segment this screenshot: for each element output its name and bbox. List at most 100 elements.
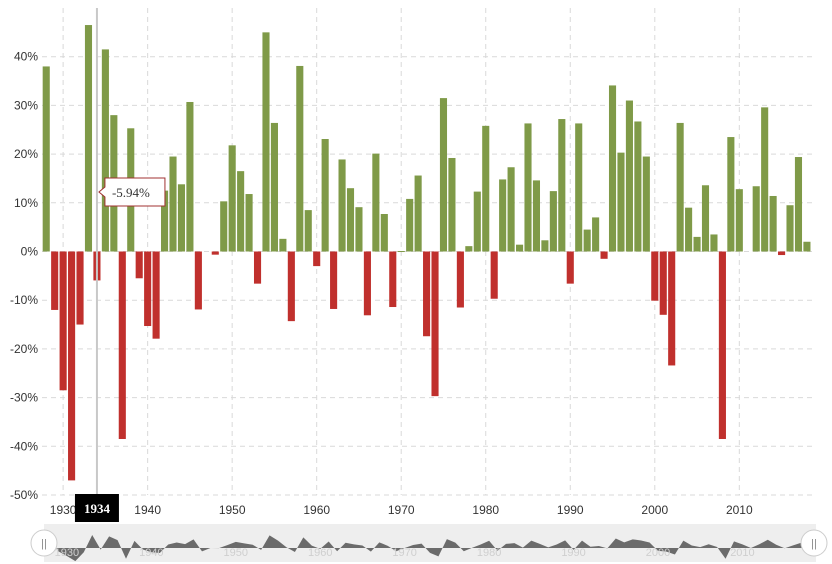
bar-1958[interactable]: [296, 65, 304, 252]
bar-1994[interactable]: [600, 251, 608, 259]
bar-1976[interactable]: [448, 157, 456, 252]
bar-1949[interactable]: [220, 201, 228, 252]
bar-2002[interactable]: [668, 251, 676, 366]
y-axis: -50% -40% -30% -20% -10% 0% 10% 20% 30% 40%: [10, 50, 38, 502]
bar-1944[interactable]: [177, 184, 186, 252]
bar-1989[interactable]: [558, 119, 566, 252]
bar-1955[interactable]: [270, 122, 278, 252]
y-tick-label: -30%: [10, 391, 38, 405]
bar-2012[interactable]: [752, 186, 760, 252]
bar-1963[interactable]: [338, 159, 346, 252]
navigator-tick-label: 1940: [139, 547, 163, 559]
bar-2017[interactable]: [794, 157, 803, 252]
bar-1993[interactable]: [592, 217, 600, 252]
bar-1957[interactable]: [287, 251, 295, 322]
bar-1998[interactable]: [634, 121, 642, 252]
bar-2001[interactable]: [659, 251, 667, 315]
bar-1977[interactable]: [456, 251, 464, 308]
bar-1978[interactable]: [465, 246, 473, 252]
bar-1940[interactable]: [144, 251, 152, 327]
bar-1984[interactable]: [516, 244, 524, 252]
bar-1933[interactable]: [84, 25, 93, 252]
bar-1991[interactable]: [575, 123, 583, 252]
bar-1953[interactable]: [253, 251, 262, 284]
bar-1969[interactable]: [389, 251, 397, 308]
bar-1943[interactable]: [169, 156, 177, 252]
bar-1956[interactable]: [279, 238, 287, 252]
bar-1960[interactable]: [313, 251, 321, 267]
bar-2009[interactable]: [727, 137, 735, 252]
bar-1982[interactable]: [499, 179, 507, 252]
bar-1942[interactable]: [161, 190, 169, 252]
bar-1931[interactable]: [68, 251, 76, 481]
bar-2014[interactable]: [769, 195, 777, 252]
bar-1962[interactable]: [330, 251, 338, 309]
bar-1966[interactable]: [363, 251, 371, 316]
bar-1986[interactable]: [532, 180, 541, 252]
bar-1932[interactable]: [76, 251, 84, 325]
bar-2016[interactable]: [786, 205, 794, 252]
bar-2006[interactable]: [701, 185, 710, 252]
bar-1992[interactable]: [583, 229, 591, 252]
navigator-tick-label: 2000: [646, 547, 670, 559]
bar-1968[interactable]: [380, 214, 388, 252]
bar-1973[interactable]: [423, 251, 431, 337]
bar-1945[interactable]: [186, 101, 194, 252]
bar-1972[interactable]: [414, 175, 422, 252]
bar-2010[interactable]: [735, 189, 743, 252]
bar-1970[interactable]: [397, 251, 405, 253]
bar-1981[interactable]: [490, 251, 498, 299]
bar-1964[interactable]: [346, 188, 355, 252]
bar-1983[interactable]: [507, 167, 515, 252]
bar-1979[interactable]: [473, 191, 481, 252]
bar-1996[interactable]: [617, 152, 625, 252]
bar-1999[interactable]: [642, 156, 650, 252]
navigator-right-handle[interactable]: ||: [800, 529, 828, 557]
x-tick-label: 1930: [50, 503, 77, 517]
bar-1997[interactable]: [625, 100, 633, 252]
bar-1937[interactable]: [118, 251, 126, 439]
bar-1946[interactable]: [194, 251, 202, 310]
bar-1951[interactable]: [237, 171, 245, 252]
bar-1961[interactable]: [321, 139, 329, 252]
bar-1935[interactable]: [101, 49, 109, 252]
bar-1950[interactable]: [228, 145, 236, 252]
bar-1954[interactable]: [262, 32, 270, 252]
x-tick-label: 1970: [388, 503, 415, 517]
tooltip-value: -5.94%: [112, 185, 150, 200]
bar-2003[interactable]: [676, 122, 684, 252]
bar-1965[interactable]: [355, 207, 363, 252]
bar-1987[interactable]: [541, 240, 549, 252]
bar-1985[interactable]: [524, 123, 532, 252]
bar-1967[interactable]: [372, 153, 380, 252]
bar-1930[interactable]: [59, 251, 67, 391]
bar-1939[interactable]: [135, 251, 143, 279]
navigator-left-handle[interactable]: ||: [30, 529, 58, 557]
bar-1990[interactable]: [566, 251, 574, 284]
bar-1974[interactable]: [431, 251, 439, 397]
bar-1941[interactable]: [152, 251, 160, 339]
bar-1928[interactable]: [42, 66, 50, 252]
bar-1952[interactable]: [245, 194, 253, 252]
bar-1980[interactable]: [482, 125, 490, 252]
crosshair-label: 1934: [74, 494, 119, 522]
y-tick-label: -40%: [10, 439, 38, 453]
bar-2013[interactable]: [761, 107, 769, 252]
navigator-series: [50, 534, 810, 562]
bar-1975[interactable]: [439, 98, 448, 252]
bar-1948[interactable]: [211, 251, 219, 255]
bar-1995[interactable]: [608, 85, 617, 252]
bar-1959[interactable]: [304, 210, 312, 252]
bar-2005[interactable]: [693, 236, 701, 252]
bar-2008[interactable]: [718, 251, 726, 439]
bar-2007[interactable]: [710, 234, 718, 252]
bar-2015[interactable]: [778, 251, 786, 256]
bar-2000[interactable]: [651, 251, 659, 301]
navigator[interactable]: 1930 1940 1950 1960 1970 1980 1990 2000 2010 || …: [30, 524, 828, 562]
bar-2004[interactable]: [685, 207, 693, 252]
bar-1971[interactable]: [406, 198, 414, 252]
bar-1929[interactable]: [51, 251, 59, 310]
bar-1988[interactable]: [549, 191, 557, 252]
bar-2018[interactable]: [803, 241, 811, 252]
y-tick-label: -10%: [10, 293, 38, 307]
